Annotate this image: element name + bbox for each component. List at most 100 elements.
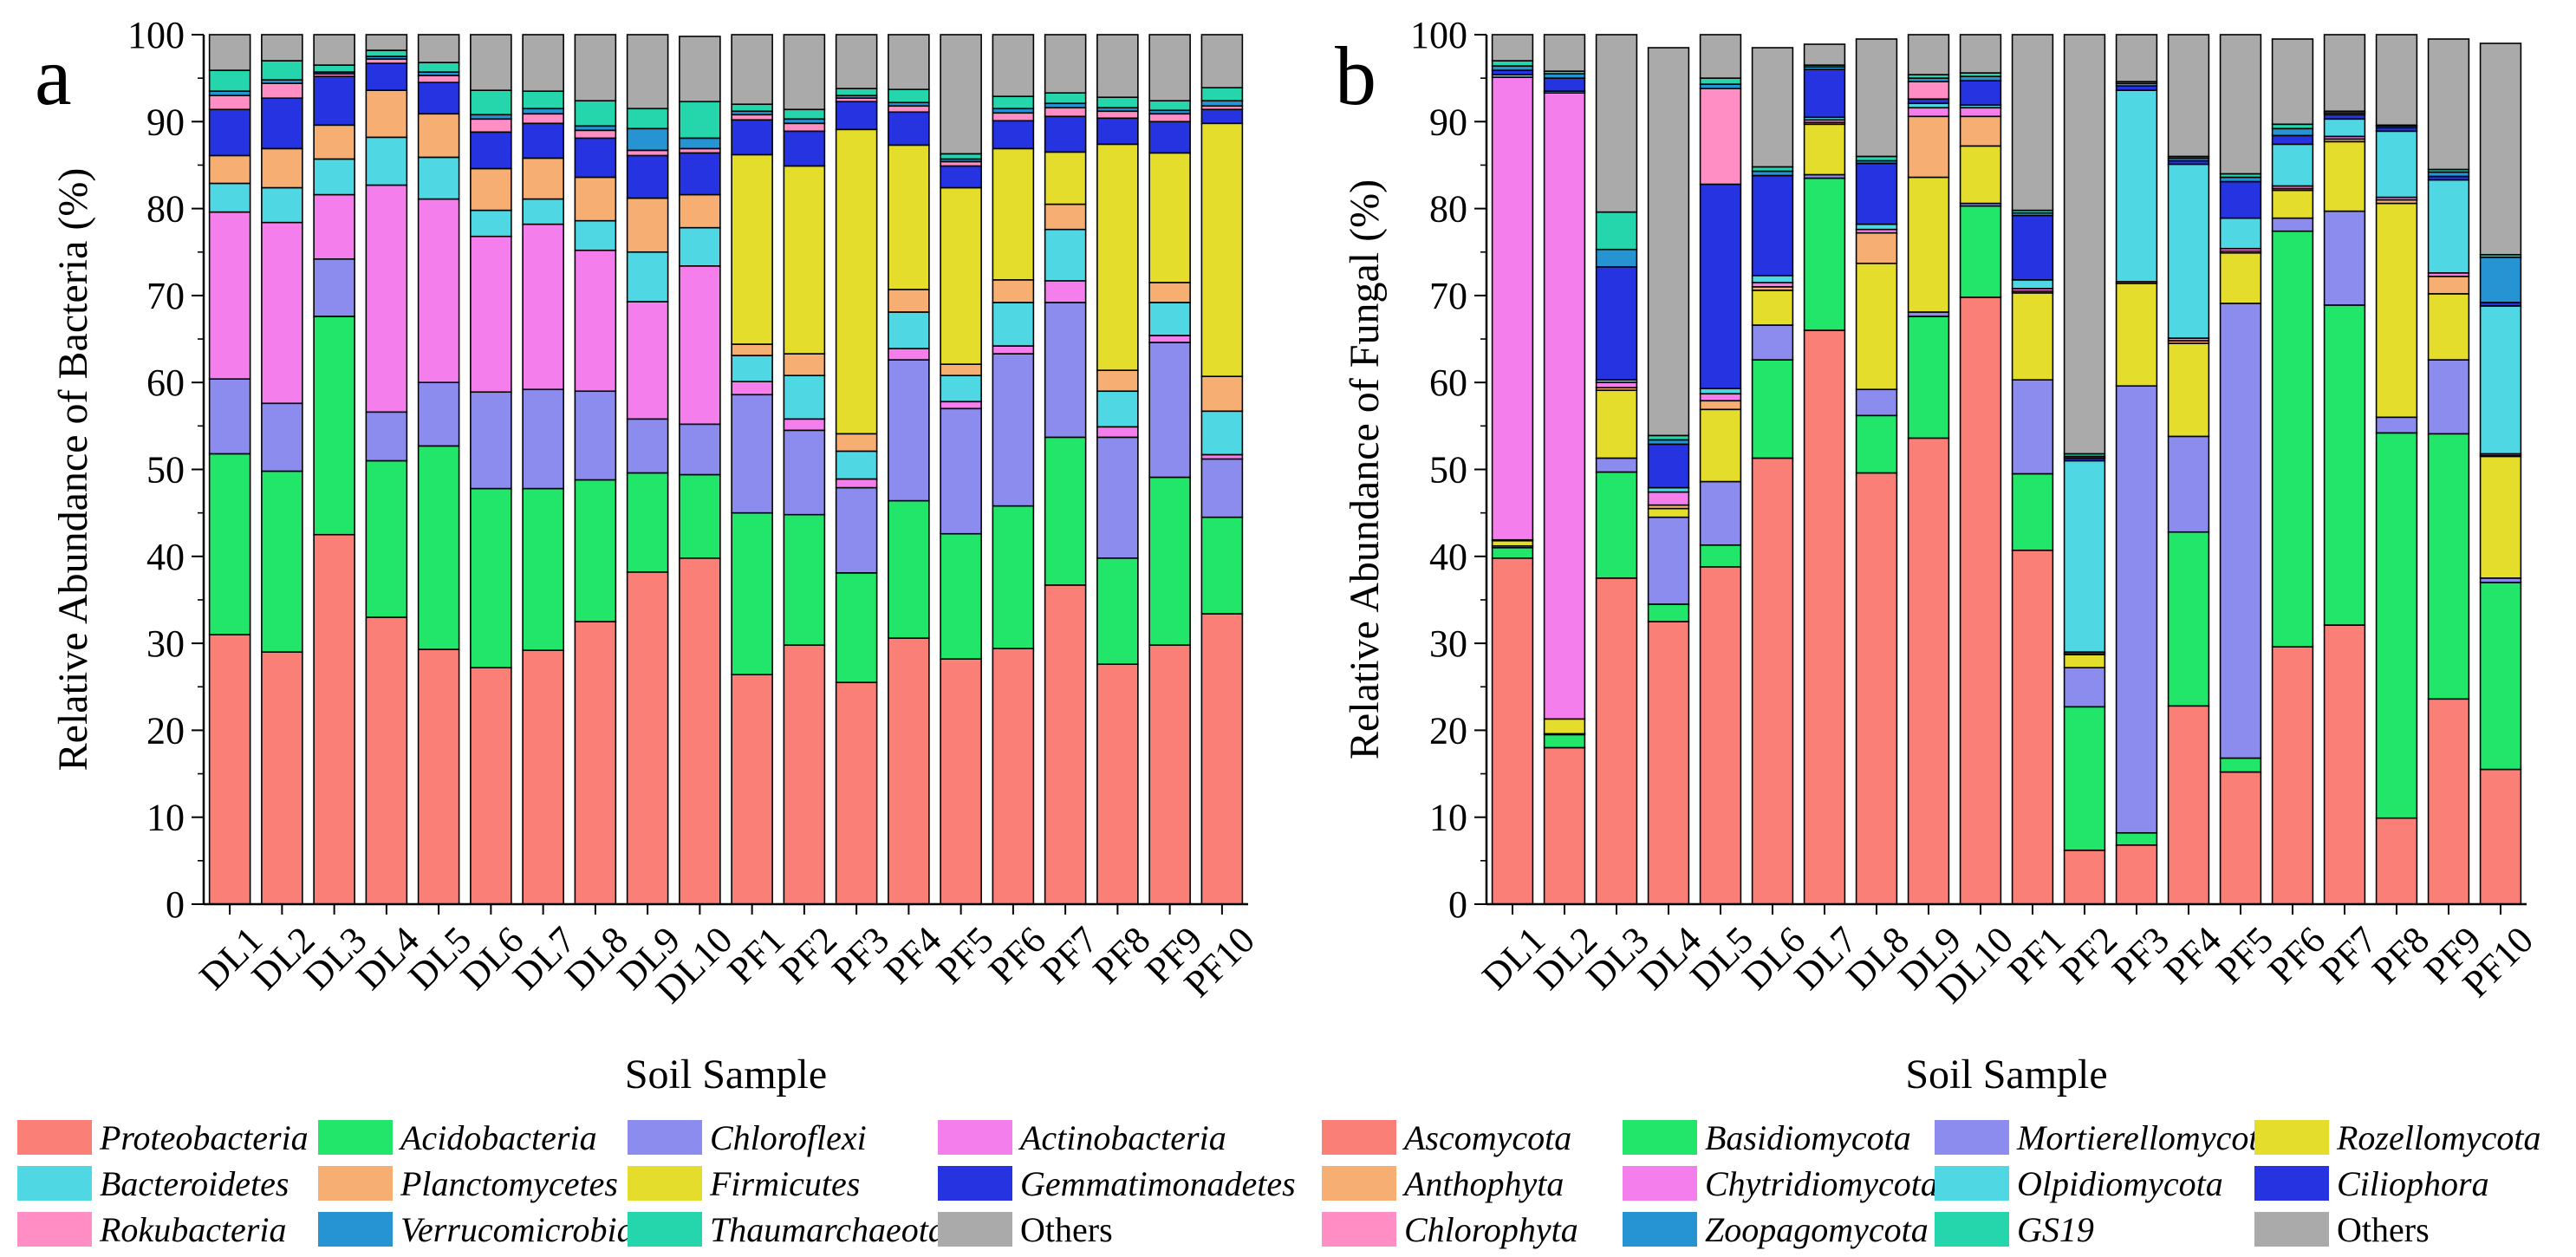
bar-segment-proteobacteria-pf4 bbox=[888, 637, 930, 905]
legend-swatch-mortierellomycota bbox=[1935, 1120, 2009, 1155]
bar-segment-ciliophora-dl10 bbox=[1959, 80, 2002, 107]
bar-segment-chloroflexi-dl6 bbox=[470, 391, 512, 490]
bar-segment-others-pf2 bbox=[783, 34, 826, 111]
bar-segment-basidiomycota-pf3 bbox=[2115, 831, 2158, 846]
bar-segment-bacteroidetes-dl6 bbox=[470, 209, 512, 238]
bar-segment-gs19-dl5 bbox=[1699, 77, 1742, 85]
bar-segment-planctomycetes-pf4 bbox=[888, 289, 930, 313]
bar-segment-gs19-dl1 bbox=[1491, 60, 1534, 67]
bar-segment-others-pf2 bbox=[2063, 34, 2106, 455]
bar-segment-ciliophora-dl4 bbox=[1647, 443, 1690, 489]
bar-segment-acidobacteria-pf7 bbox=[1044, 436, 1087, 586]
bar-segment-rozellomycota-dl4 bbox=[1647, 507, 1690, 518]
bar-segment-others-pf7 bbox=[1044, 34, 1087, 94]
bar-segment-rokubacteria-pf9 bbox=[1148, 113, 1191, 123]
legend-label-planctomycetes: Planctomycetes bbox=[400, 1164, 618, 1203]
bar-segment-thaumarchaeota-dl5 bbox=[417, 62, 460, 73]
bar-segment-thaumarchaeota-pf7 bbox=[1044, 92, 1087, 105]
bar-segment-verrucomicrobia-pf10 bbox=[1200, 100, 1244, 107]
bar-segment-ascomycota-dl2 bbox=[1543, 746, 1586, 905]
bar-segment-thaumarchaeota-dl8 bbox=[574, 100, 617, 127]
bar-segment-bacteroidetes-dl4 bbox=[365, 136, 408, 186]
bar-segment-others-pf3 bbox=[835, 34, 878, 89]
bar-segment-others-pf10 bbox=[1200, 34, 1244, 88]
bar-segment-gemmatimonadetes-dl1 bbox=[208, 108, 251, 157]
panel-label: a bbox=[35, 29, 72, 122]
bar-segment-thaumarchaeota-pf8 bbox=[1096, 96, 1139, 109]
legend-label-zoopagomycota: Zoopagomycota bbox=[1705, 1210, 1929, 1249]
bar-segment-bacteroidetes-dl1 bbox=[208, 182, 251, 213]
bar-segment-others-pf5 bbox=[940, 34, 982, 155]
legend-label-proteobacteria: Proteobacteria bbox=[99, 1118, 309, 1157]
bar-segment-gemmatimonadetes-dl2 bbox=[261, 97, 303, 150]
bar-segment-chloroflexi-dl1 bbox=[208, 378, 251, 455]
bar-segment-thaumarchaeota-pf4 bbox=[888, 88, 930, 104]
legend-swatch-verrucomicrobia bbox=[318, 1212, 393, 1247]
bar-segment-basidiomycota-dl5 bbox=[1699, 544, 1742, 568]
bar-segment-thaumarchaeota-dl3 bbox=[313, 64, 355, 73]
bar-segment-actinobacteria-pf3 bbox=[835, 478, 878, 489]
bar-segment-chytridiomycota-dl4 bbox=[1647, 491, 1690, 506]
bar-segment-mortierellomycota-pf1 bbox=[2011, 379, 2054, 475]
bar-segment-rozellomycota-pf6 bbox=[2271, 189, 2314, 219]
bar-segment-chytridiomycota-dl1 bbox=[1491, 76, 1534, 541]
bar-segment-others-dl4 bbox=[1647, 47, 1690, 437]
bar-segment-basidiomycota-pf1 bbox=[2011, 472, 2054, 551]
bar-segment-proteobacteria-dl2 bbox=[261, 651, 303, 905]
legend-swatch-rozellomycota bbox=[2254, 1120, 2329, 1155]
bar-segment-mortierellomycota-dl6 bbox=[1751, 324, 1794, 361]
bar-segment-firmicutes-pf1 bbox=[731, 153, 773, 345]
bar-segment-gemmatimonadetes-dl3 bbox=[313, 75, 355, 127]
bar-segment-acidobacteria-dl2 bbox=[261, 470, 303, 653]
bar-segment-others-pf1 bbox=[731, 34, 773, 106]
bar-segment-basidiomycota-dl1 bbox=[1491, 546, 1534, 559]
legend-label-chlorophyta: Chlorophyta bbox=[1404, 1210, 1578, 1249]
bar-segment-chloroflexi-dl3 bbox=[313, 257, 355, 317]
legend-swatch-rokubacteria bbox=[17, 1212, 92, 1247]
bar-segment-acidobacteria-pf3 bbox=[835, 572, 878, 684]
bar-segment-ascomycota-pf1 bbox=[2011, 549, 2054, 905]
bar-segment-rozellomycota-dl8 bbox=[1855, 262, 1898, 391]
bar-segment-others-pf9 bbox=[1148, 34, 1191, 102]
bar-segment-planctomycetes-dl10 bbox=[679, 193, 721, 229]
legend-swatch-olpidiomycota bbox=[1935, 1166, 2009, 1201]
bar-segment-firmicutes-pf6 bbox=[992, 147, 1035, 281]
y-tick-label: 70 bbox=[146, 275, 185, 317]
bar-segment-thaumarchaeota-pf1 bbox=[731, 103, 773, 113]
bar-segment-bacteroidetes-pf2 bbox=[783, 374, 826, 420]
bar-segment-basidiomycota-dl2 bbox=[1543, 733, 1586, 749]
bar-segment-others-dl10 bbox=[1959, 34, 2002, 74]
bar-segment-mortierellomycota-pf3 bbox=[2115, 385, 2158, 834]
y-tick-label: 70 bbox=[1429, 275, 1467, 317]
bar-segment-basidiomycota-dl8 bbox=[1855, 414, 1898, 474]
bar-segment-ascomycota-pf2 bbox=[2063, 850, 2106, 905]
legend-label-actinobacteria: Actinobacteria bbox=[1018, 1118, 1226, 1157]
bar-segment-actinobacteria-dl8 bbox=[574, 249, 617, 393]
panel-b-legend: Ascomycota Basidiomycota Mortierellomycota… bbox=[1322, 1118, 2541, 1249]
bar-segment-verrucomicrobia-dl7 bbox=[522, 107, 564, 115]
bar-segment-actinobacteria-dl1 bbox=[208, 211, 251, 380]
bar-segment-acidobacteria-pf8 bbox=[1096, 557, 1139, 665]
bar-segment-ascomycota-pf3 bbox=[2115, 843, 2158, 905]
legend-swatch-gs19 bbox=[1935, 1212, 2009, 1247]
bar-segment-basidiomycota-pf5 bbox=[2219, 757, 2262, 773]
y-tick-label: 50 bbox=[1429, 449, 1467, 492]
bar-segment-rozellomycota-dl10 bbox=[1959, 145, 2002, 205]
bar-segment-rozellomycota-dl5 bbox=[1699, 408, 1742, 483]
bar-segment-bacteroidetes-pf8 bbox=[1096, 390, 1139, 428]
bar-segment-others-pf8 bbox=[2375, 34, 2418, 127]
bar-segment-planctomycetes-dl3 bbox=[313, 124, 355, 160]
bar-segment-bacteroidetes-dl5 bbox=[417, 156, 460, 200]
bar-segment-ciliophora-dl8 bbox=[1855, 162, 1898, 225]
bar-segment-chloroflexi-pf1 bbox=[731, 394, 773, 514]
y-axis-title: Relative Abundance of Fungal (%) bbox=[1342, 179, 1388, 759]
bar-segment-proteobacteria-pf1 bbox=[731, 674, 773, 905]
bar-segment-olpidiomycota-dl8 bbox=[1855, 223, 1898, 231]
bar-segment-ascomycota-dl10 bbox=[1959, 296, 2002, 905]
bar-segment-olpidiomycota-pf8 bbox=[2375, 130, 2418, 199]
legend-label-others: Others bbox=[1020, 1210, 1113, 1249]
bar-segment-others-dl2 bbox=[1543, 34, 1586, 72]
bar-segment-planctomycetes-pf9 bbox=[1148, 282, 1191, 303]
bar-segment-others-pf6 bbox=[2271, 38, 2314, 126]
bar-segment-mortierellomycota-pf9 bbox=[2427, 359, 2470, 435]
